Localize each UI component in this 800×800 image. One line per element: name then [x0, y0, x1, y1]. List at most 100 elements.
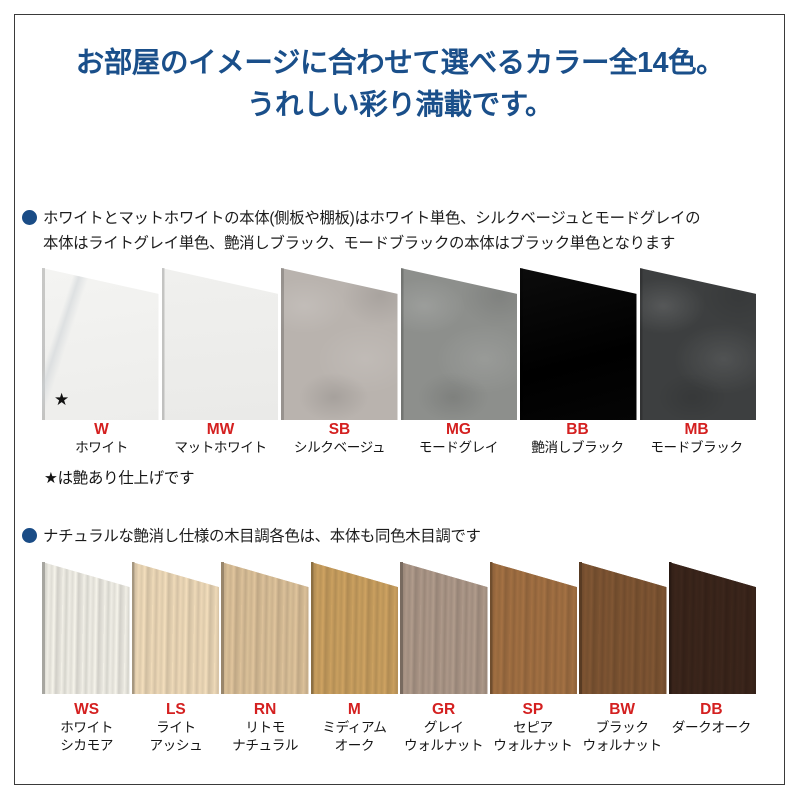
swatch-name-line2: シカモア — [60, 738, 114, 753]
swatch-face — [161, 268, 278, 420]
swatch-label-sp: SP セピア ウォルナット — [488, 700, 577, 755]
color-swatch-mb[interactable] — [639, 268, 756, 420]
swatch-label-bb: BB 艶消しブラック — [518, 420, 637, 457]
note-woodgrain-text: ナチュラルな艶消し仕様の木目調各色は、本体も同色木目調です — [43, 528, 481, 545]
swatch-face — [281, 268, 398, 420]
swatch-face — [400, 562, 488, 694]
swatch-left-edge — [281, 268, 284, 420]
swatch-gloss-highlight — [42, 268, 159, 420]
page-border-frame — [14, 14, 785, 785]
swatch-label-sb: SB シルクベージュ — [280, 420, 399, 457]
swatch-face — [489, 562, 577, 694]
swatch-name-line1: ホワイト — [75, 440, 128, 455]
swatch-label-db: DB ダークオーク — [667, 700, 756, 755]
swatch-name-line1: ライト — [156, 720, 196, 735]
swatch-code: WS — [74, 701, 100, 718]
swatch-label-mb: MB モードブラック — [637, 420, 756, 457]
swatch-label-rn: RN リトモナチュラル — [221, 700, 310, 755]
color-swatch-ls[interactable] — [131, 562, 219, 694]
swatch-face — [400, 268, 517, 420]
swatch-code: BW — [609, 701, 636, 718]
swatch-name-line2: アッシュ — [149, 738, 203, 753]
swatch-code: M — [347, 701, 361, 718]
swatch-code: SB — [328, 421, 351, 438]
note-solid-line2: 本体はライトグレイ単色、艶消しブラック、モードブラックの本体はブラック単色となり… — [43, 235, 675, 252]
swatch-face — [221, 562, 309, 694]
color-swatch-w[interactable]: ★ — [42, 268, 159, 420]
swatch-left-edge — [131, 562, 135, 694]
swatch-left-edge — [400, 268, 404, 420]
swatch-face — [520, 268, 637, 420]
swatch-left-edge — [42, 562, 45, 694]
note-solid-line1: ホワイトとマットホワイトの本体(側板や棚板)はホワイト単色、シルクベージュとモー… — [43, 210, 701, 227]
swatch-labels-woodgrain: WS ホワイト シカモア LS ライトアッシュ RN リトモナチュラル M ミディアムオーク GR… — [42, 700, 756, 755]
swatch-name-line1: セピア — [513, 720, 553, 735]
swatch-name-line1: ブラック — [595, 720, 649, 735]
swatch-label-mw: MW マットホワイト — [161, 420, 280, 457]
swatch-left-edge — [400, 562, 403, 694]
swatch-left-edge — [161, 268, 165, 420]
swatch-left-edge — [310, 562, 314, 694]
bullet-dot-icon — [22, 528, 37, 543]
color-swatch-ws[interactable] — [42, 562, 130, 694]
color-swatch-sb[interactable] — [281, 268, 398, 420]
swatch-code: BB — [566, 421, 589, 438]
color-swatch-sp[interactable] — [489, 562, 577, 694]
note-woodgrain-body-colors: ナチュラルな艶消し仕様の木目調各色は、本体も同色木目調です — [22, 524, 481, 549]
page-title-line1: お部屋のイメージに合わせて選べるカラー全14色。 — [75, 47, 725, 79]
swatch-code: RN — [253, 701, 277, 718]
swatch-name-line2: ウォルナット — [404, 738, 484, 753]
page-title-line2: うれしい彩り満載です。 — [246, 89, 554, 121]
swatch-row-woodgrain — [42, 562, 756, 694]
swatch-label-m: M ミディアムオーク — [310, 700, 399, 755]
swatch-left-edge — [639, 268, 643, 420]
swatch-face — [42, 562, 130, 694]
swatch-name-line1: モードブラック — [650, 440, 743, 455]
swatch-label-ws: WS ホワイト シカモア — [42, 700, 131, 755]
gloss-finish-note: ★は艶あり仕上げです — [44, 470, 195, 487]
swatch-face — [579, 562, 667, 694]
swatch-code: DB — [700, 701, 723, 718]
color-swatch-m[interactable] — [310, 562, 398, 694]
color-swatch-mw[interactable] — [161, 268, 278, 420]
swatch-code: MW — [206, 421, 235, 438]
color-swatch-gr[interactable] — [400, 562, 488, 694]
swatch-name-line2: ナチュラル — [232, 738, 299, 753]
color-swatch-mg[interactable] — [400, 268, 517, 420]
swatch-label-w: W ホワイト — [42, 420, 161, 457]
swatch-face — [639, 268, 756, 420]
swatch-code: SP — [522, 701, 544, 718]
swatch-label-mg: MG モードグレイ — [399, 420, 518, 457]
swatch-left-edge — [221, 562, 224, 694]
page-title: お部屋のイメージに合わせて選べるカラー全14色。 うれしい彩り満載です。 — [0, 42, 800, 126]
color-swatch-db[interactable] — [668, 562, 756, 694]
swatch-code: MG — [446, 421, 471, 438]
swatch-code: GR — [432, 701, 456, 718]
swatch-name-line1: マットホワイト — [174, 440, 267, 455]
color-swatch-rn[interactable] — [221, 562, 309, 694]
swatch-code: LS — [165, 701, 186, 718]
swatch-name-line1: シルクベージュ — [293, 440, 386, 455]
swatch-left-edge — [668, 562, 672, 694]
swatch-name-line1: ミディアム — [322, 720, 387, 735]
note-solid-body-colors: ホワイトとマットホワイトの本体(側板や棚板)はホワイト単色、シルクベージュとモー… — [22, 206, 700, 256]
gloss-star-icon: ★ — [54, 390, 70, 409]
swatch-left-edge — [520, 268, 523, 420]
swatch-label-gr: GR グレイ ウォルナット — [399, 700, 488, 755]
swatch-face — [668, 562, 756, 694]
swatch-face — [310, 562, 398, 694]
swatch-code: W — [94, 421, 109, 438]
note-solid-body-colors-text: ホワイトとマットホワイトの本体(側板や棚板)はホワイト単色、シルクベージュとモー… — [43, 206, 700, 256]
swatch-name-line1: モードグレイ — [418, 440, 499, 455]
color-swatch-bb[interactable] — [520, 268, 637, 420]
swatch-name-line1: ダークオーク — [671, 720, 752, 735]
color-swatch-bw[interactable] — [579, 562, 667, 694]
swatch-label-ls: LS ライトアッシュ — [131, 700, 220, 755]
swatch-name-line1: 艶消しブラック — [531, 440, 624, 455]
swatch-name-line1: リトモ — [245, 720, 285, 735]
swatch-name-line2: オーク — [334, 738, 375, 753]
bullet-dot-icon — [22, 210, 37, 225]
swatch-row-solid: ★ — [42, 268, 756, 420]
swatch-face — [131, 562, 219, 694]
